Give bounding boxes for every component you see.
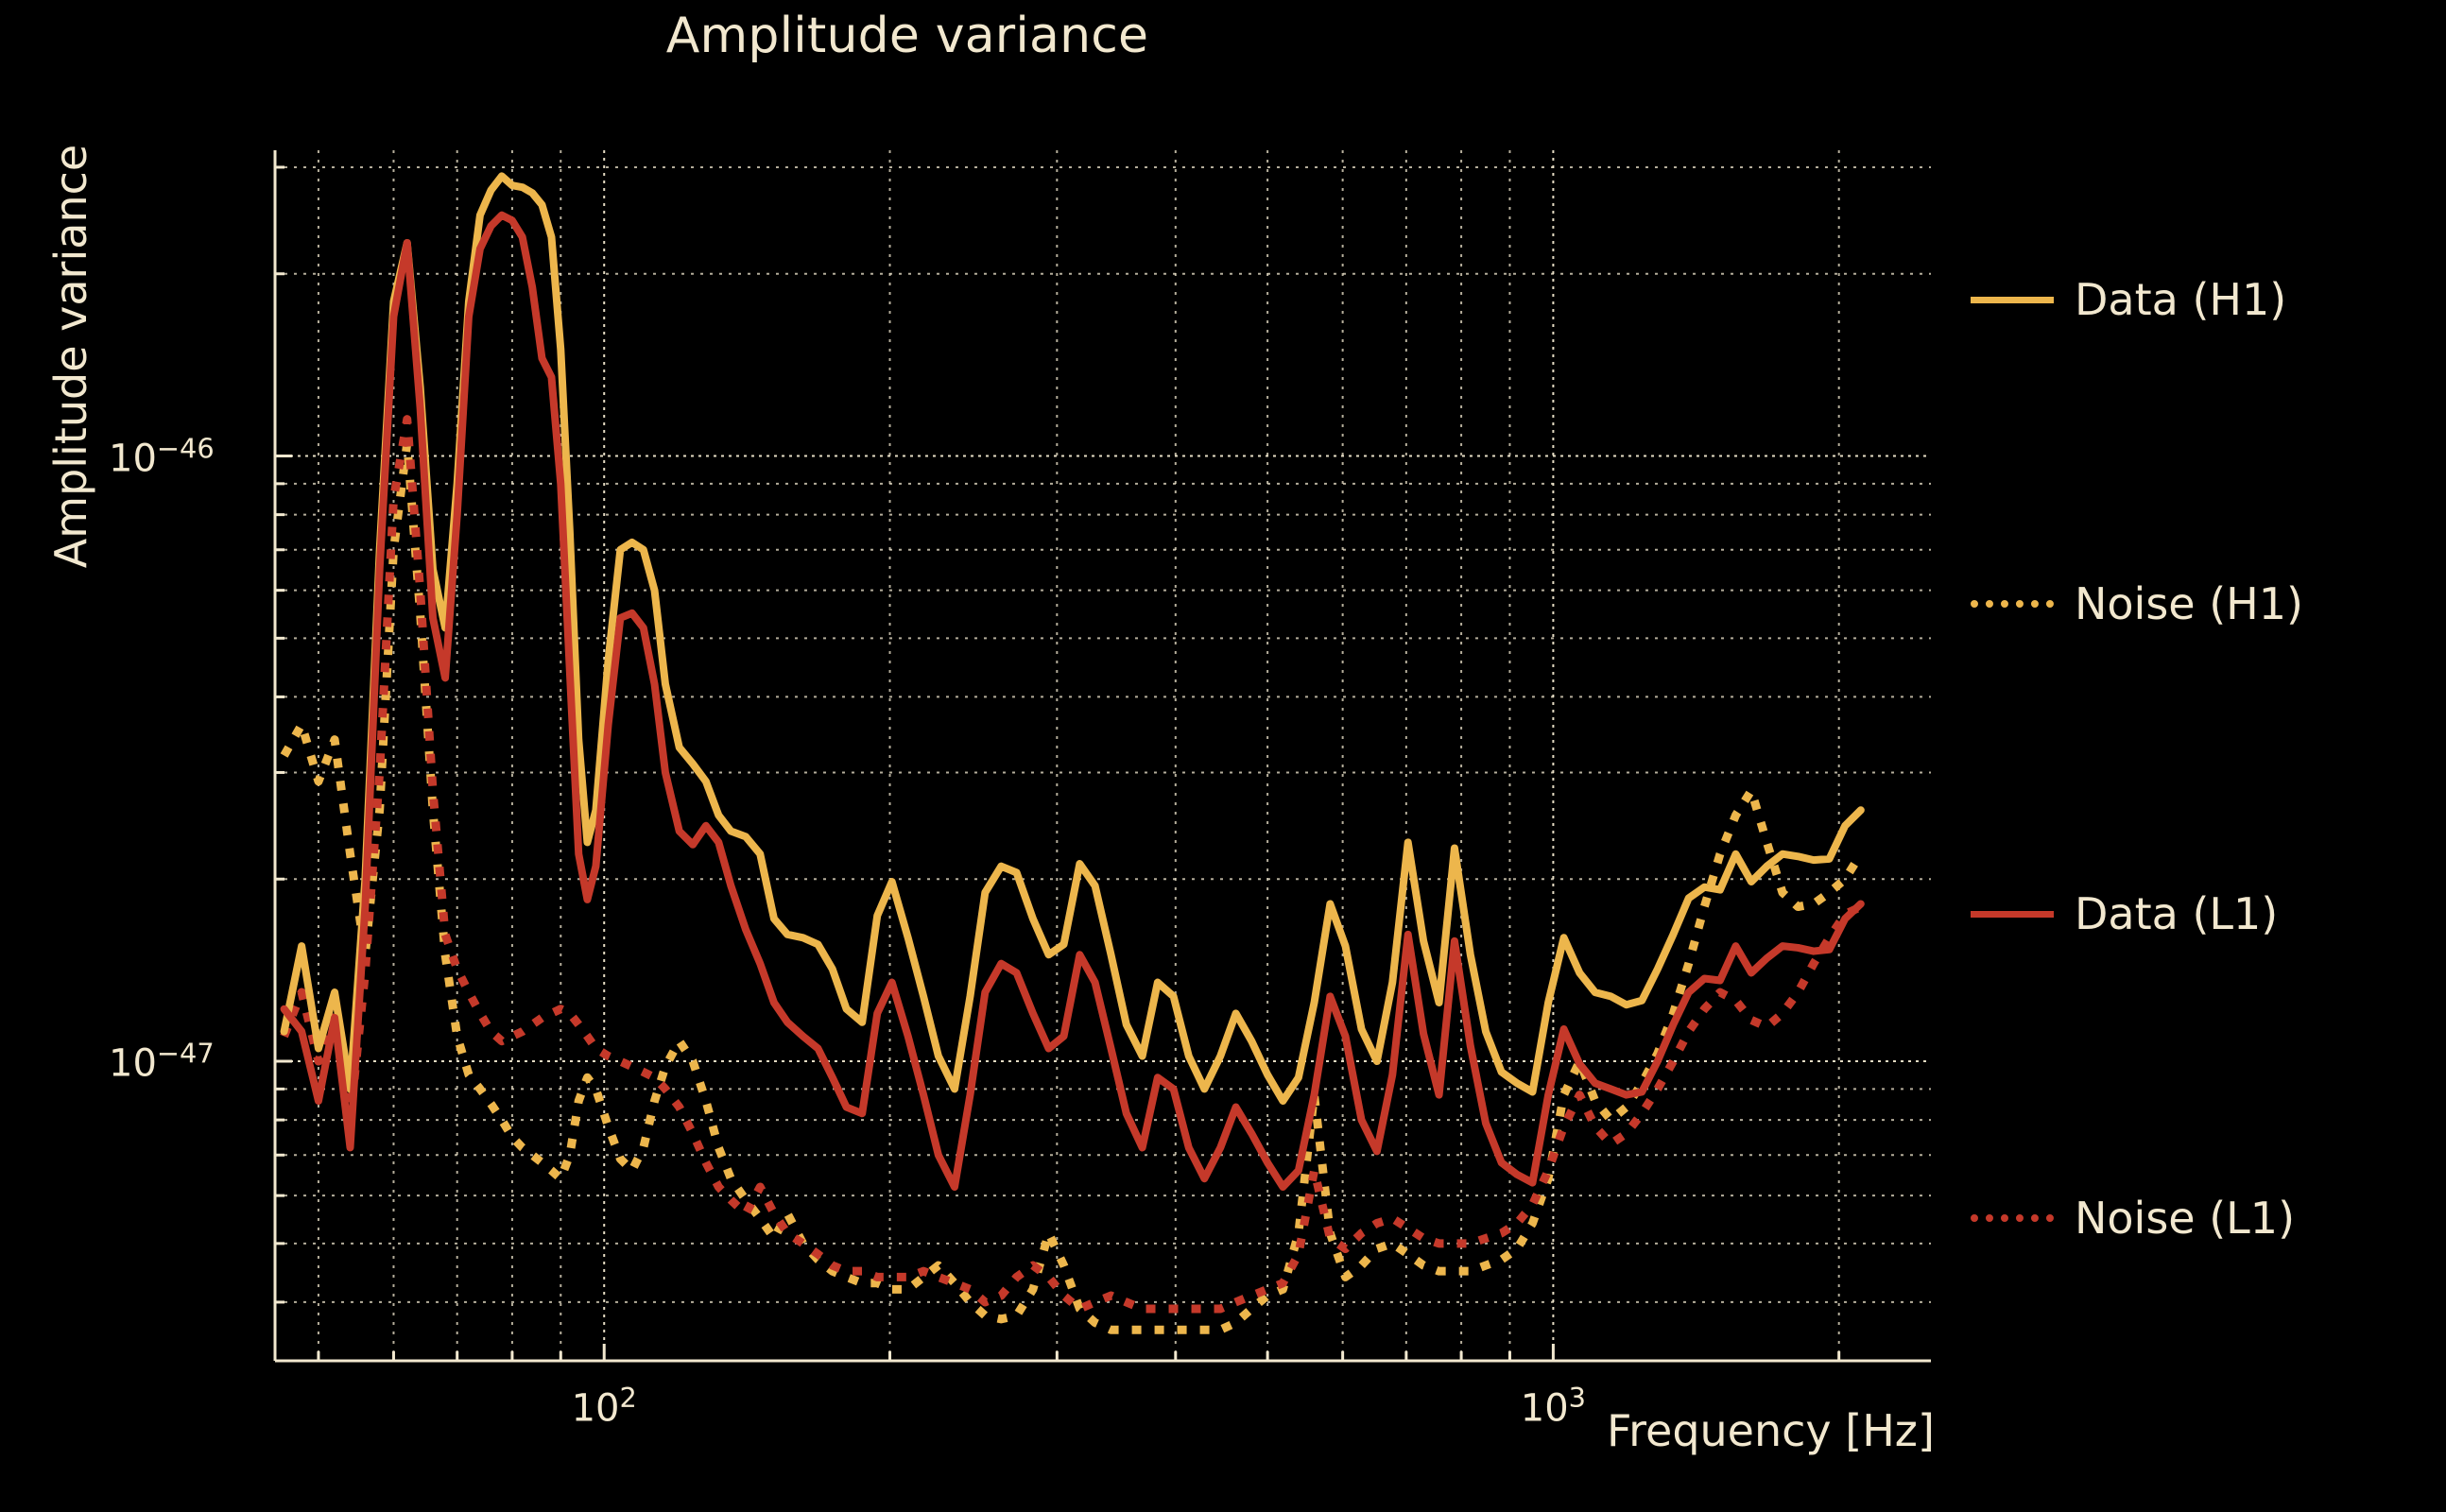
chart-legend: Data (H1) Noise (H1) Data (L1) Noise (L1) [1971, 0, 2446, 1512]
legend-item-1[interactable]: Noise (H1) [1971, 578, 2303, 629]
legend-item-0[interactable]: Data (H1) [1971, 274, 2286, 325]
axis-ticks [275, 165, 1841, 1361]
legend-item-2[interactable]: Data (L1) [1971, 888, 2278, 939]
series-group [280, 172, 1865, 1334]
grid-lines [275, 150, 1931, 1361]
legend-item-3[interactable]: Noise (L1) [1971, 1193, 2295, 1244]
legend-swatch-dotted-line-icon [1971, 1214, 2054, 1222]
legend-label: Noise (H1) [2075, 578, 2303, 629]
legend-swatch-solid-line-icon [1971, 296, 2054, 303]
axis-spines [273, 150, 1931, 1363]
x-tick-label-0: 102 [571, 1382, 637, 1431]
legend-label: Noise (L1) [2075, 1193, 2296, 1244]
x-tick-label-1: 103 [1520, 1382, 1587, 1431]
series-path-noise-h1 [280, 438, 1865, 1334]
series-path-noise-l1 [280, 415, 1863, 1314]
series-path-data-h1 [280, 172, 1865, 1105]
y-tick-label-0: 10−46 [109, 431, 215, 481]
series-path-data-l1 [280, 211, 1865, 1192]
legend-swatch-solid-line-icon [1971, 910, 2054, 918]
chart-title: Amplitude variance [665, 8, 1149, 64]
y-tick-label-1: 10−47 [109, 1037, 215, 1086]
legend-label: Data (H1) [2075, 274, 2287, 325]
x-axis-label: Frequency [Hz] [1607, 1405, 1935, 1456]
legend-swatch-dotted-line-icon [1971, 600, 2054, 608]
legend-label: Data (L1) [2075, 888, 2279, 939]
